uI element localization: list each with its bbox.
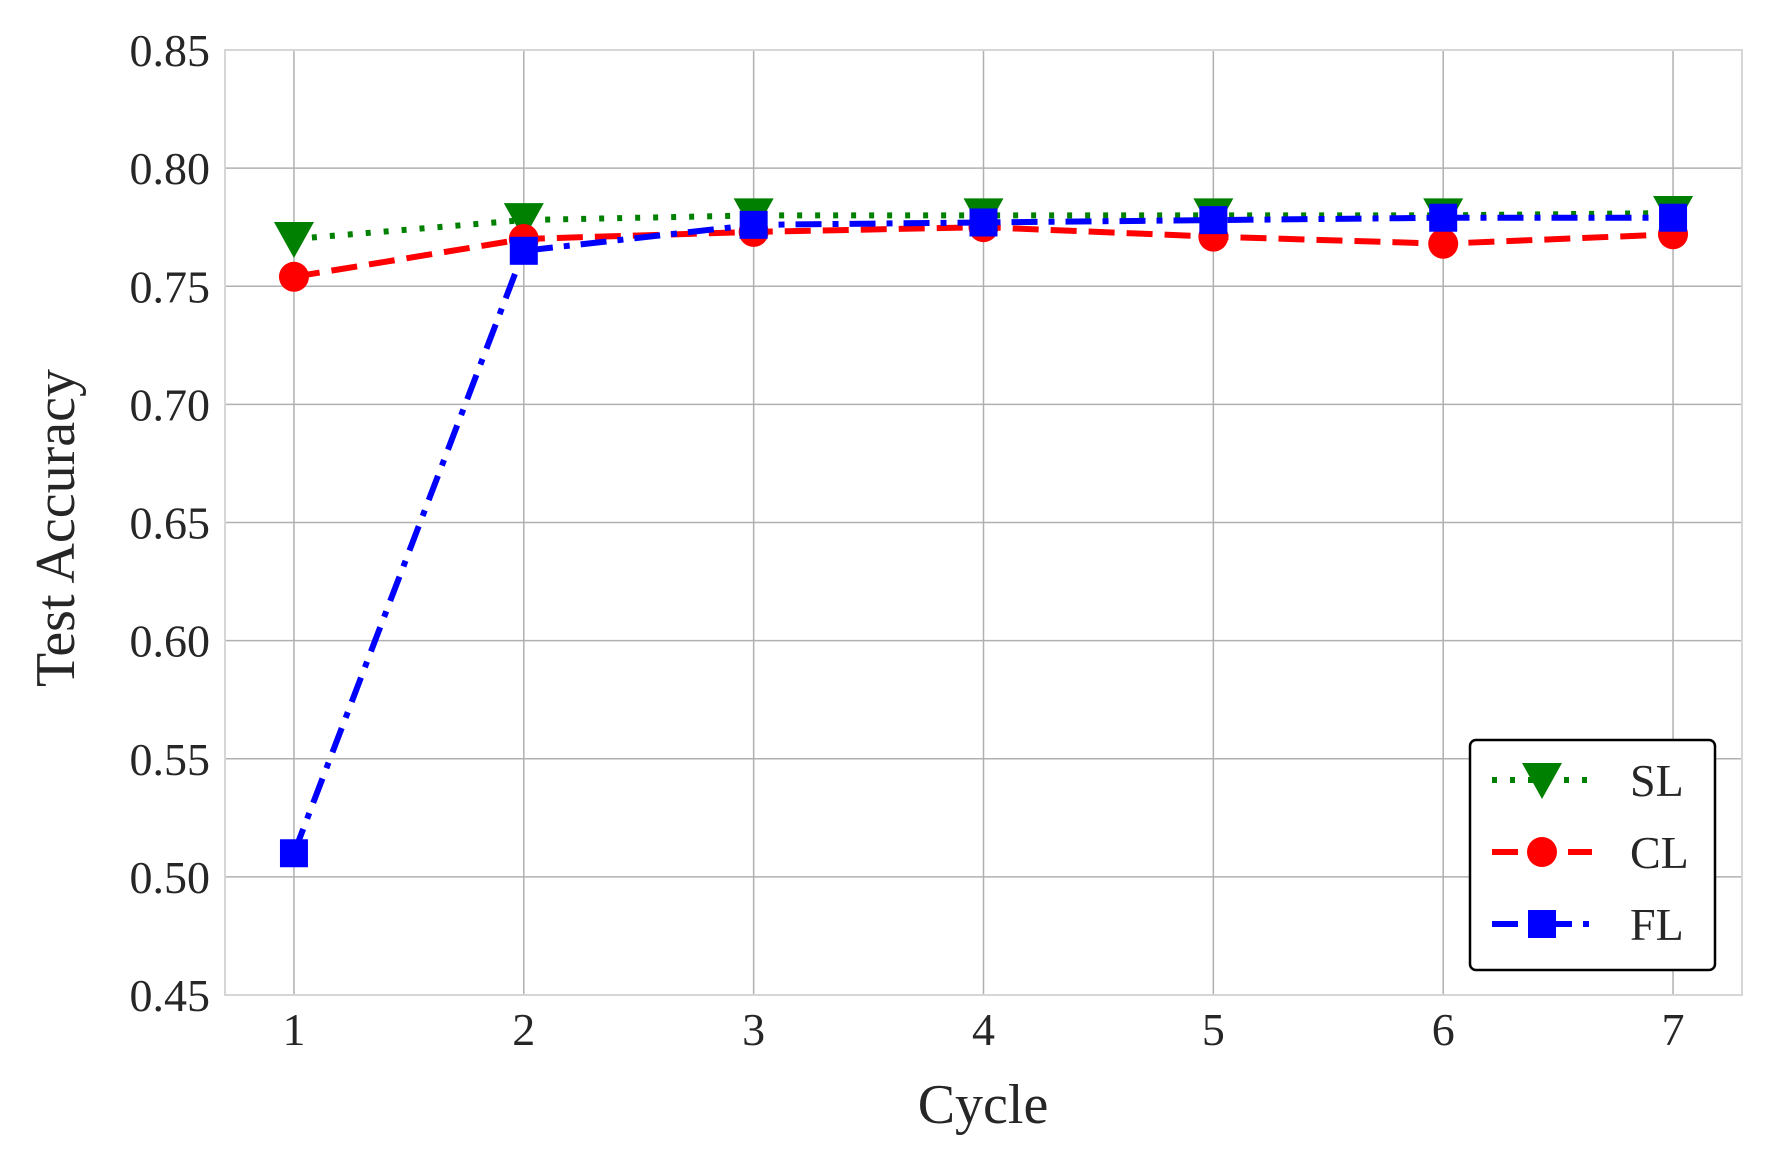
y-tick-label: 0.75 bbox=[130, 261, 211, 312]
x-axis-label: Cycle bbox=[918, 1074, 1049, 1136]
data-point bbox=[1429, 203, 1458, 232]
data-point bbox=[1428, 228, 1459, 259]
legend-label: CL bbox=[1630, 827, 1689, 878]
data-point bbox=[969, 208, 998, 237]
legend-marker bbox=[1528, 910, 1556, 938]
data-point bbox=[273, 222, 314, 258]
y-tick-label: 0.70 bbox=[130, 379, 211, 430]
data-point bbox=[739, 210, 768, 239]
legend-marker bbox=[1527, 837, 1557, 867]
x-tick-label: 3 bbox=[742, 1004, 765, 1055]
y-tick-label: 0.55 bbox=[130, 734, 211, 785]
y-tick-label: 0.65 bbox=[130, 498, 211, 549]
y-tick-label: 0.80 bbox=[130, 143, 211, 194]
x-tick-label: 4 bbox=[972, 1004, 995, 1055]
data-point bbox=[1199, 206, 1228, 235]
x-tick-label: 5 bbox=[1202, 1004, 1225, 1055]
legend-marker bbox=[1522, 763, 1562, 799]
x-tick-label: 2 bbox=[512, 1004, 535, 1055]
legend-label: FL bbox=[1630, 899, 1684, 950]
y-tick-label: 0.85 bbox=[130, 25, 211, 76]
data-point bbox=[278, 261, 309, 292]
x-tick-label: 6 bbox=[1432, 1004, 1455, 1055]
plot-border bbox=[224, 49, 1743, 996]
series-group bbox=[273, 196, 1694, 868]
plot-frame bbox=[224, 49, 1743, 996]
series-fl bbox=[279, 203, 1688, 868]
data-point bbox=[279, 839, 308, 868]
data-point bbox=[503, 203, 544, 240]
y-axis-label: Test Accuracy bbox=[25, 369, 87, 687]
data-point bbox=[1659, 203, 1688, 232]
y-tick-label: 0.50 bbox=[130, 852, 211, 903]
legend-entry-fl: FL bbox=[1492, 899, 1684, 950]
data-point bbox=[509, 236, 538, 265]
legend-label: SL bbox=[1630, 755, 1684, 806]
x-tick-label: 1 bbox=[282, 1004, 305, 1055]
legend: SL CL FL bbox=[1468, 738, 1717, 972]
legend-entry-cl: CL bbox=[1492, 827, 1689, 878]
y-tick-labels: 0.45 0.50 0.55 0.60 0.65 0.70 0.75 0.80 0.85 bbox=[130, 25, 211, 1021]
legend-entry-sl: SL bbox=[1492, 755, 1684, 806]
y-tick-label: 0.45 bbox=[130, 970, 211, 1021]
x-tick-labels: 1 2 3 4 5 6 7 bbox=[282, 1004, 1684, 1055]
x-tick-label: 7 bbox=[1662, 1004, 1685, 1055]
y-tick-label: 0.60 bbox=[130, 616, 211, 667]
